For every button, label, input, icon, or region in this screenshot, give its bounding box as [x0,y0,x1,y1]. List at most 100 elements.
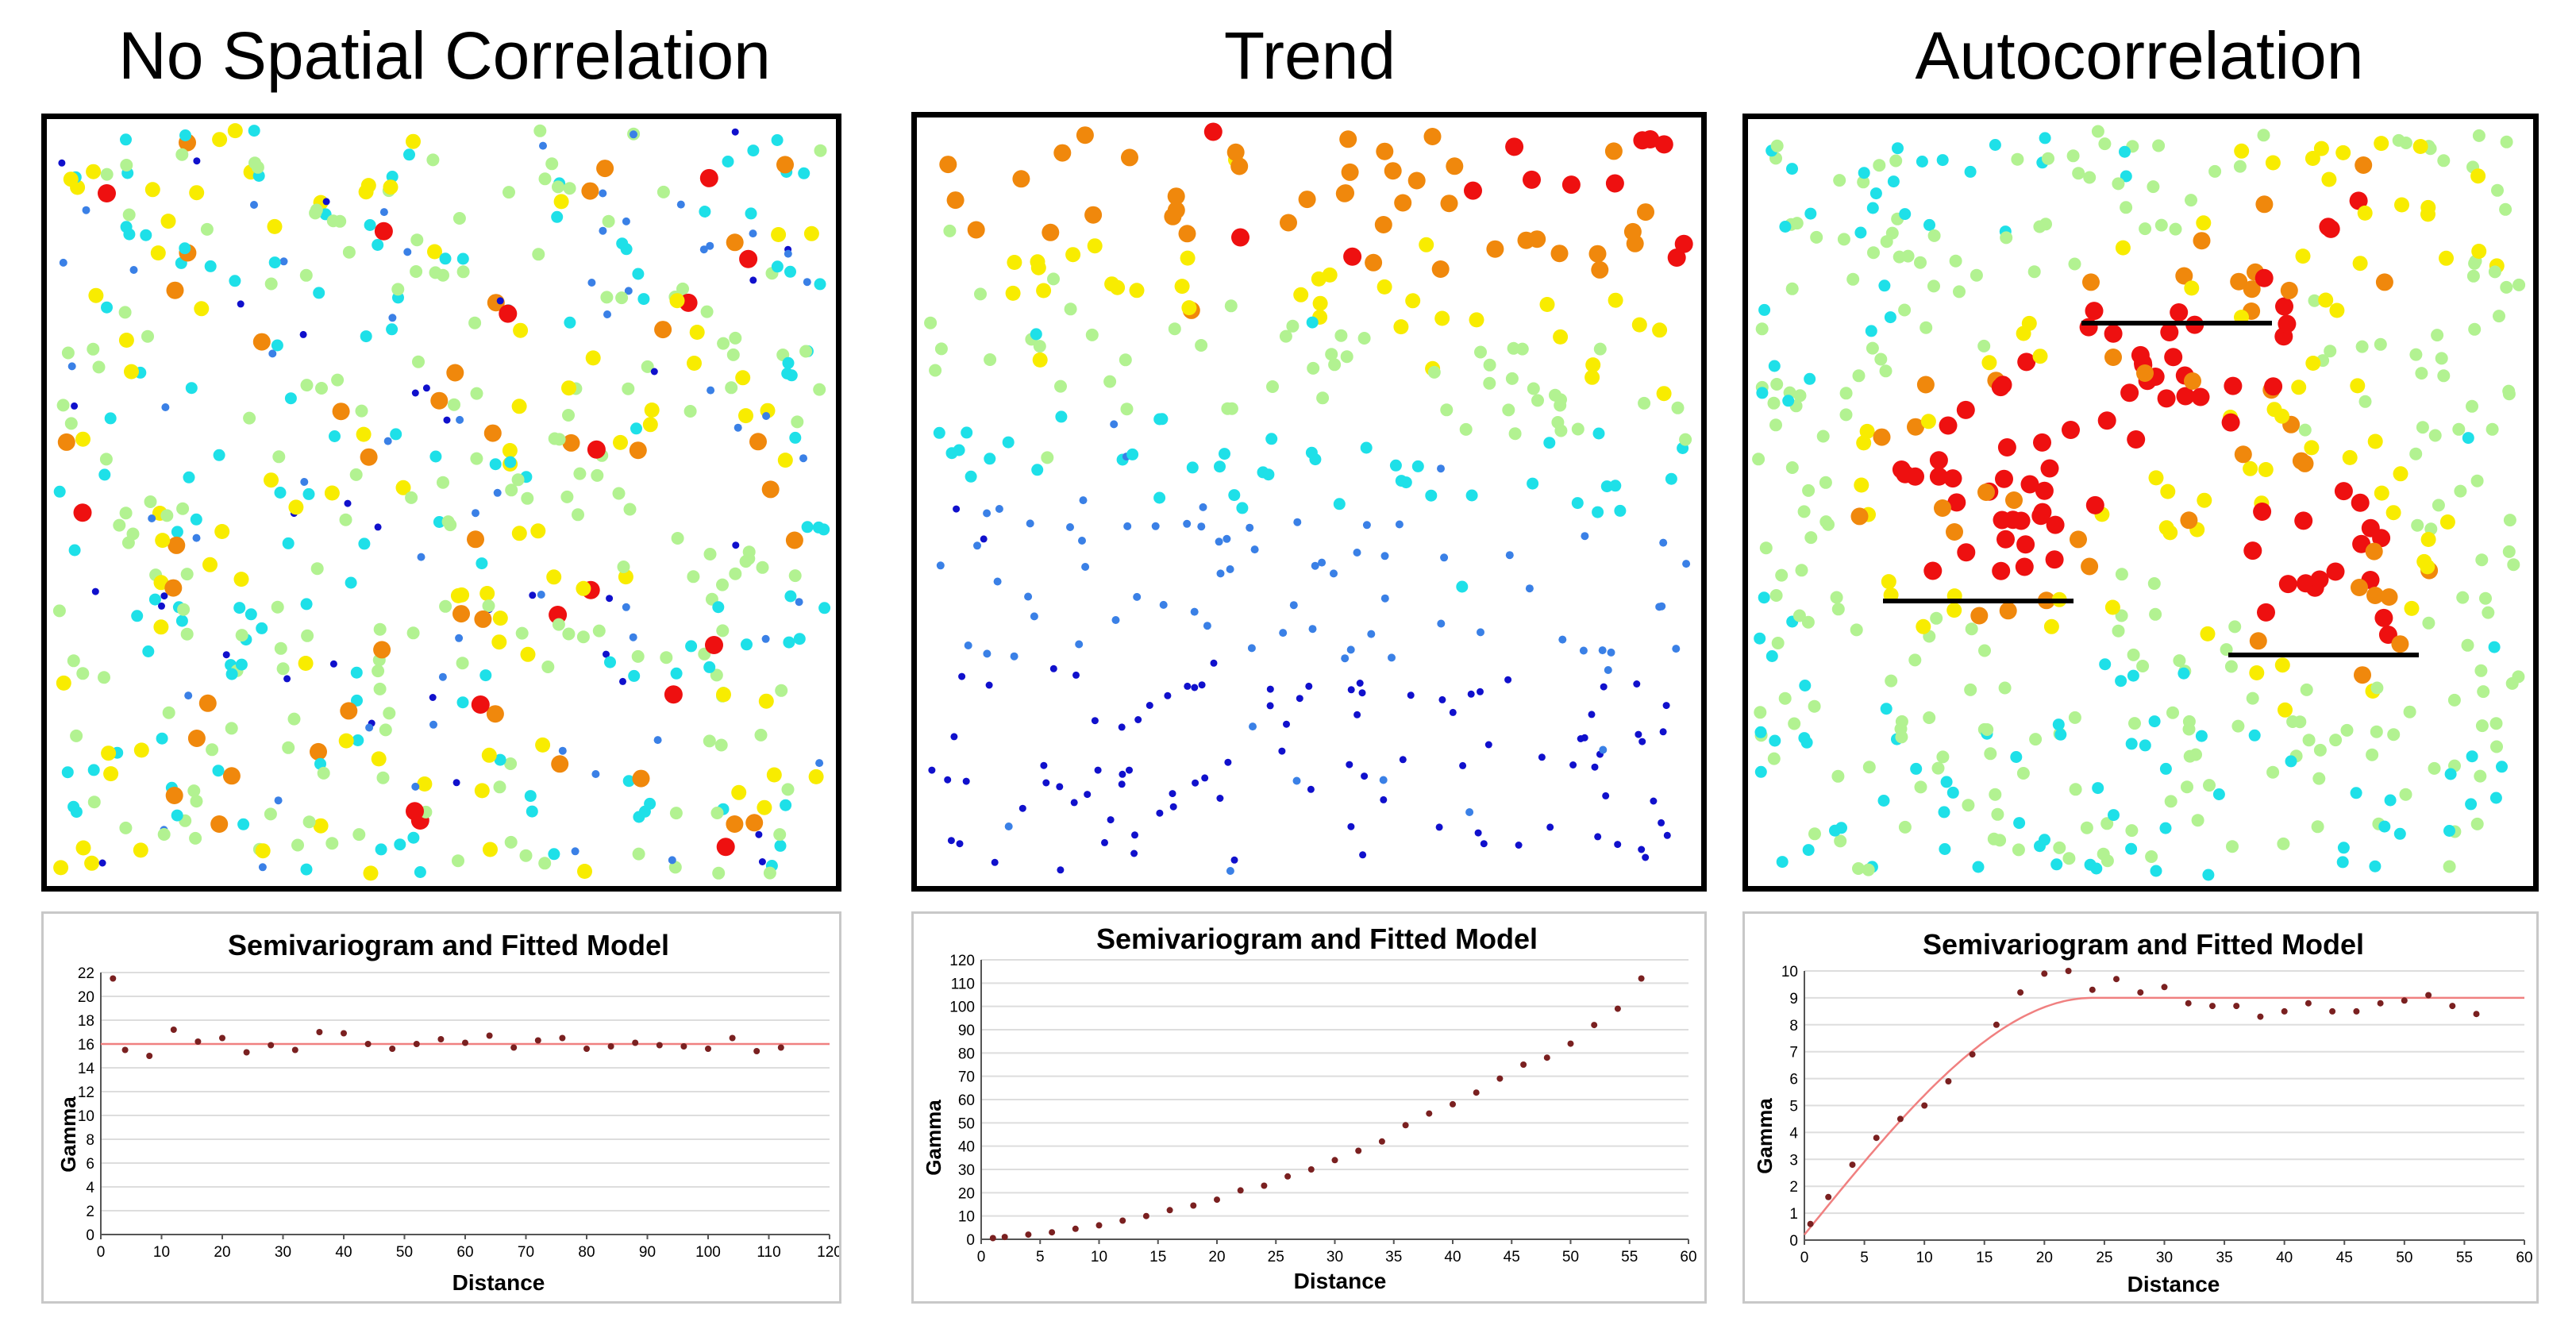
sample-point [623,503,637,516]
sample-point [761,634,770,643]
sample-point [2148,470,2164,486]
sample-point [1004,822,1013,830]
sample-point [1231,228,1249,247]
y-tick-label: 50 [958,1115,975,1132]
sample-point [538,857,552,870]
sample-point [2266,765,2280,779]
sample-point [1539,297,1555,312]
semivariogram-point [1825,1193,1832,1200]
y-tick-label: 7 [1789,1045,1798,1061]
sample-point [1380,795,1388,803]
sample-point [798,167,811,179]
sample-point [1916,618,1931,634]
semivariogram-point [1450,1100,1456,1108]
sample-point [2470,168,2486,184]
sample-point [222,767,241,785]
sample-point [2482,606,2495,619]
sample-point [1186,461,1199,474]
sample-point [2092,782,2104,795]
sample-point [602,214,615,228]
sample-point [1914,256,1927,269]
sample-point [1558,635,1567,644]
semivariogram-point [1072,1225,1079,1232]
chart-title: Semivariogram and Fitted Model [1923,928,2364,961]
sample-point [1856,435,1872,451]
sample-point [2477,685,2490,699]
sample-point [1087,238,1103,254]
sample-point [1665,472,1677,485]
x-tick-label: 100 [695,1244,721,1261]
sample-point [1505,137,1524,156]
sample-point [687,356,702,371]
x-tick-label: 45 [1504,1249,1520,1265]
sample-point [2197,492,2212,508]
sample-point [2193,232,2211,250]
sample-point [2352,256,2368,272]
sample-point [2466,750,2478,763]
sample-point [1289,601,1298,610]
sample-point [629,441,647,460]
sample-point [53,860,69,876]
point-map-no-spatial [41,114,841,892]
sample-point [1598,646,1607,655]
sample-point [1946,523,1963,541]
sample-point [1798,732,1811,745]
sample-point [1353,711,1361,718]
sample-point [155,533,171,549]
sample-point [427,244,442,260]
sample-point [616,237,629,250]
sample-point [782,356,795,369]
sample-point [2054,728,2067,741]
sample-point [1118,780,1126,788]
sample-point [706,241,714,250]
fitted-model-line [1804,996,2524,1235]
sample-point [406,626,420,640]
y-tick-label: 12 [78,1084,94,1101]
sample-point [1635,730,1642,738]
sample-point [200,222,214,236]
sample-point [2474,769,2487,783]
sample-point [1266,702,1274,710]
sample-point [351,694,363,707]
x-tick-label: 110 [757,1244,780,1261]
sample-point [358,537,371,550]
sample-point [1614,841,1622,849]
sample-point [2502,545,2516,558]
sample-point [587,440,606,459]
sample-point [985,681,993,689]
sample-point [1899,208,1912,221]
sample-point [2375,273,2393,291]
sample-point [1866,341,1879,355]
sample-point [965,470,977,483]
sample-point [1298,191,1316,209]
semivariogram-point [607,1043,614,1050]
semivariogram-point [437,1036,445,1042]
sample-point [194,301,210,317]
sample-point [118,306,132,319]
sample-point [2053,841,2066,854]
sample-point [2042,152,2054,165]
sample-point [780,799,792,811]
sample-point [795,598,803,607]
sample-point [504,757,518,770]
sample-point [1459,761,1467,769]
sample-point [160,592,168,600]
sample-point [2435,352,2448,365]
sample-point [1916,156,1928,168]
sample-point [624,287,633,295]
sample-point [1121,148,1138,167]
sample-point [1671,401,1685,414]
sample-point [2297,574,2315,593]
sample-point [439,252,452,265]
sample-point [331,373,345,387]
sample-point [1305,446,1318,459]
sample-point [1085,328,1099,341]
sample-point [2342,449,2358,465]
sample-point [192,534,201,542]
sample-point [2157,389,2176,408]
semivariogram-point [2161,984,2168,991]
y-tick-label: 20 [78,989,94,1006]
sample-point [1081,563,1090,571]
sample-point [417,776,433,792]
sample-point [1129,283,1145,299]
